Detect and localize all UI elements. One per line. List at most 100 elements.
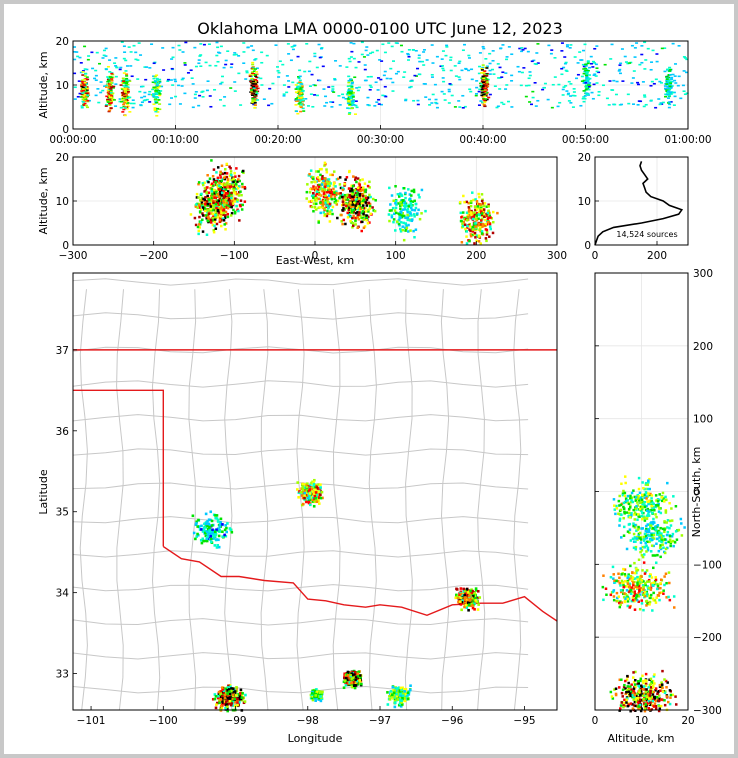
source-mark [407,49,411,51]
source-mark [410,219,414,223]
source-mark [226,212,230,216]
source-mark [214,214,217,217]
source-mark [485,233,489,236]
source-mark [321,189,324,193]
source-mark [677,75,681,78]
source-mark [287,86,291,88]
source-mark [478,65,482,68]
source-mark [343,674,346,678]
source-mark [129,102,133,105]
source-mark [489,216,492,219]
source-mark [232,187,236,190]
source-mark [157,91,161,94]
source-mark [473,231,477,235]
source-mark [221,213,225,216]
source-mark [390,216,394,219]
source-mark [582,72,586,75]
source-mark [416,67,420,70]
source-mark [475,214,478,217]
source-mark [249,87,253,90]
source-mark [230,178,233,182]
source-mark [154,80,158,83]
source-mark [170,67,174,70]
source-mark [465,598,468,601]
source-mark [665,83,669,85]
county-line [116,289,124,711]
source-mark [500,101,504,104]
source-mark [277,76,281,78]
source-mark [213,200,216,203]
source-mark [220,224,223,228]
source-mark [211,175,215,178]
source-mark [255,67,259,70]
source-mark [347,206,351,210]
source-mark [463,223,467,226]
source-mark [357,197,361,200]
source-mark [349,215,353,218]
tick-label-x: −100 [220,250,249,262]
source-mark [487,205,490,208]
source-mark [201,212,204,215]
tick-label-x: 00:10:00 [152,134,199,146]
source-mark [242,62,246,64]
source-mark [641,81,645,83]
source-mark [482,71,486,73]
source-mark [484,93,488,95]
source-mark [143,95,147,98]
source-mark [114,83,118,85]
source-mark [471,225,475,229]
source-mark [324,183,327,186]
source-mark [459,592,463,596]
source-mark [109,107,113,109]
source-mark [312,196,315,200]
source-mark [311,500,315,503]
source-mark [205,214,208,217]
source-mark [482,93,486,96]
source-mark [368,180,371,184]
source-mark [467,201,470,205]
county-line [477,289,486,711]
source-mark [400,699,403,702]
source-mark [468,209,471,212]
source-mark [400,199,403,202]
source-mark [551,83,555,86]
source-mark [300,93,304,95]
source-mark [355,87,359,89]
source-mark [299,106,303,109]
source-mark [394,72,398,75]
source-mark [636,81,640,84]
source-mark [587,83,591,85]
source-mark [110,78,114,80]
source-mark [406,204,409,208]
source-mark [108,109,112,112]
source-mark [490,217,494,220]
source-mark [250,89,254,91]
source-mark [219,517,223,521]
source-mark [454,75,458,77]
source-mark [560,42,564,44]
source-mark [343,193,347,197]
source-mark [310,205,314,209]
source-mark [215,528,218,531]
source-mark [303,491,307,495]
source-mark [480,88,484,91]
source-mark [476,208,479,211]
source-mark [317,483,320,486]
source-mark [326,201,330,204]
source-mark [465,200,468,204]
source-mark [220,182,224,186]
source-mark [553,57,557,59]
source-mark [469,233,473,236]
source-mark [361,188,365,192]
source-mark [358,211,361,214]
source-mark [586,61,590,63]
source-mark [223,96,227,98]
source-mark [310,487,314,491]
source-mark [366,184,370,188]
source-mark [83,68,87,70]
source-mark [350,198,354,202]
source-mark [214,181,217,184]
source-mark [109,89,113,92]
source-mark [251,49,255,52]
source-mark [313,84,317,87]
